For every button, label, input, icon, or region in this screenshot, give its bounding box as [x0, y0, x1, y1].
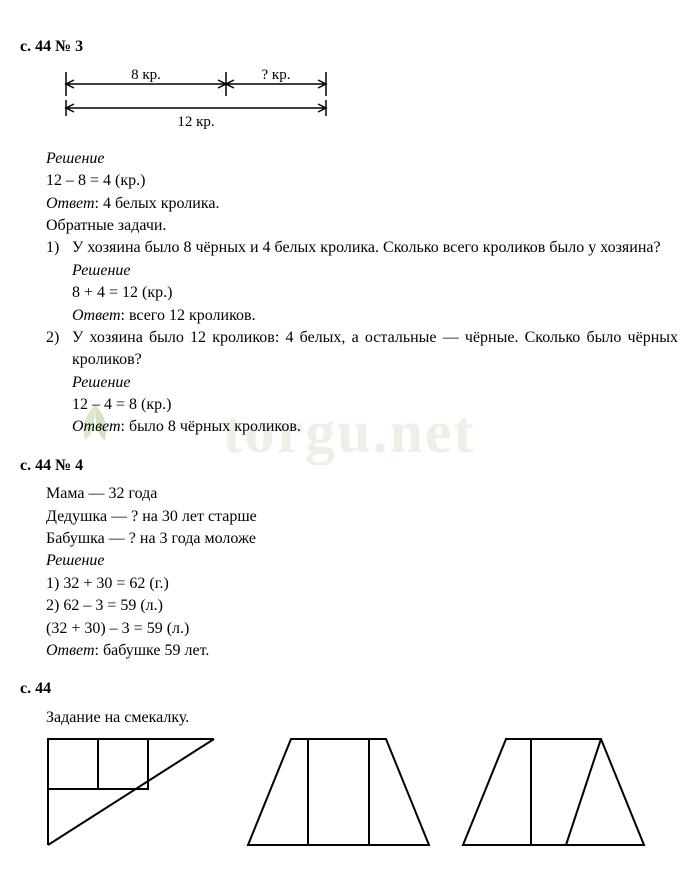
p4-answer-label: Ответ [46, 642, 95, 659]
item1-eq: 8 + 4 = 12 (кр.) [72, 282, 678, 304]
item2-answer-label: Ответ [72, 418, 121, 435]
solution-label: Решение [46, 148, 678, 170]
reverse-item-2: 2) У хозяина было 12 кроликов: 4 белых, … [46, 327, 678, 439]
answer-label: Ответ [46, 195, 95, 212]
shape-1 [46, 737, 216, 849]
p4-answer-text: : бабушке 59 лет. [95, 642, 210, 659]
item1-answer-text: : всего 12 кроликов. [121, 307, 256, 324]
problem3-answer: Ответ: 4 белых кролика. [46, 193, 678, 215]
shapes-row [46, 737, 678, 849]
item1-answer-label: Ответ [72, 307, 121, 324]
answer-text: : 4 белых кролика. [95, 195, 220, 212]
item1-answer: Ответ: всего 12 кроликов. [72, 305, 678, 327]
item2-answer: Ответ: было 8 чёрных кроликов. [72, 416, 678, 438]
problem4-heading: с. 44 № 4 [20, 455, 678, 477]
p4-line3: Бабушка — ? на 3 года моложе [46, 528, 678, 550]
item1-text: У хозяина было 8 чёрных и 4 белых кролик… [72, 237, 678, 259]
reverse-item-1: 1) У хозяина было 8 чёрных и 4 белых кро… [46, 237, 678, 327]
item2-answer-text: : было 8 чёрных кроликов. [121, 418, 301, 435]
p4-solution-label: Решение [46, 550, 678, 572]
item2-text: У хозяина было 12 кроликов: 4 белых, а о… [72, 327, 678, 372]
problem5-heading: с. 44 [20, 678, 678, 700]
p4-line2: Дедушка — ? на 30 лет старше [46, 506, 678, 528]
diagram-seg1-label: 8 кр. [131, 67, 161, 83]
diagram-total-label: 12 кр. [177, 114, 214, 130]
item1-solution-label: Решение [72, 260, 678, 282]
page-content: с. 44 № 3 [20, 36, 678, 849]
bar-diagram: 8 кр. ? кр. 12 кр. [46, 64, 678, 141]
item2-eq: 12 – 4 = 8 (кр.) [72, 394, 678, 416]
p4-eq1: 1) 32 + 30 = 62 (г.) [46, 573, 678, 595]
problem3-heading: с. 44 № 3 [20, 36, 678, 58]
item2-num: 2) [46, 327, 72, 439]
item2-solution-label: Решение [72, 372, 678, 394]
shape-3 [461, 737, 646, 849]
item1-num: 1) [46, 237, 72, 327]
reverse-tasks-label: Обратные задачи. [46, 215, 678, 237]
problem3-eq: 12 – 8 = 4 (кр.) [46, 170, 678, 192]
shape-2 [246, 737, 431, 849]
diagram-seg2-label: ? кр. [262, 67, 291, 83]
p4-line1: Мама — 32 года [46, 483, 678, 505]
p5-task: Задание на смекалку. [46, 707, 678, 729]
p4-eq2: 2) 62 – 3 = 59 (л.) [46, 595, 678, 617]
p4-answer: Ответ: бабушке 59 лет. [46, 640, 678, 662]
p4-eq3: (32 + 30) – 3 = 59 (л.) [46, 618, 678, 640]
